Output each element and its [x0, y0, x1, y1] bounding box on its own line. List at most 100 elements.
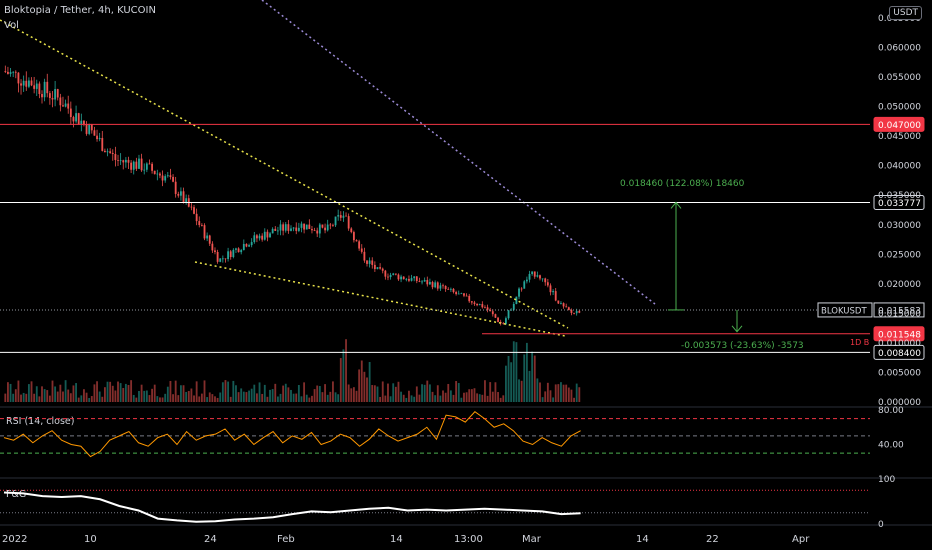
fg-tick-0: 100: [878, 475, 895, 485]
volume-bar: [208, 392, 211, 402]
volume-bar: [300, 396, 303, 402]
candle-body: [311, 228, 313, 231]
volume-bar: [54, 386, 57, 402]
currency-selector[interactable]: USDT: [889, 6, 922, 20]
volume-bar: [570, 389, 573, 402]
volume-bar: [507, 356, 510, 402]
candle-body: [30, 80, 33, 86]
candle-body: [274, 228, 277, 231]
volume-bar: [332, 381, 334, 402]
candle-body: [494, 314, 497, 318]
volume-bar: [22, 392, 25, 402]
volume-bar: [211, 394, 214, 402]
candle-body: [111, 152, 114, 155]
candle-body: [51, 97, 54, 100]
candle-body: [174, 181, 177, 194]
candle-body: [318, 224, 321, 234]
candle-body: [428, 282, 431, 285]
volume-bar: [554, 384, 557, 402]
candle-body: [185, 198, 188, 203]
volume-bar: [575, 383, 578, 402]
candle-body: [124, 159, 127, 163]
volume-bar: [457, 383, 460, 402]
volume-bar: [221, 382, 224, 402]
rsi-tick-1: 40.00: [878, 441, 904, 451]
candle-body: [447, 289, 450, 290]
candle-body: [240, 250, 243, 253]
volume-bar: [62, 391, 64, 402]
candle-body: [38, 83, 41, 95]
volume-bar: [502, 395, 505, 402]
candle-body: [546, 282, 549, 286]
time-tick-5: 13:00: [454, 534, 483, 545]
volume-bar: [232, 380, 235, 402]
time-tick-8: 22: [706, 534, 719, 545]
candle-body: [389, 274, 392, 278]
volume-bar: [106, 381, 109, 402]
volume-bar: [321, 392, 324, 402]
candle-body: [153, 170, 156, 175]
candle-body: [426, 280, 429, 285]
volume-bar: [565, 384, 568, 402]
volume-bar: [33, 393, 36, 402]
price-tick-12: 0.005000: [878, 368, 921, 378]
volume-bar: [77, 397, 80, 402]
volume-bar: [352, 387, 355, 402]
candle-body: [271, 228, 274, 234]
candle-body: [103, 150, 106, 153]
candle-body: [114, 154, 117, 161]
volume-bar: [449, 390, 452, 402]
candle-body: [206, 235, 209, 239]
volume-bar: [520, 380, 523, 402]
volume-bar: [394, 386, 397, 402]
volume-bar: [17, 380, 20, 402]
candle-body: [203, 225, 206, 239]
candle-body: [350, 228, 353, 233]
volume-bar: [373, 385, 376, 402]
volume-bar: [25, 393, 28, 402]
candle-body: [578, 310, 581, 313]
volume-bar: [229, 396, 232, 402]
time-tick-6: Mar: [522, 534, 542, 545]
volume-bar: [256, 393, 258, 402]
candle-body: [101, 137, 104, 151]
level-tag-4: [873, 344, 925, 360]
volume-bar: [12, 393, 15, 402]
candle-body: [573, 312, 575, 314]
volume-bar: [573, 397, 575, 402]
price-tick-10: 0.015000: [878, 309, 921, 319]
candle-body: [46, 81, 49, 94]
volume-bar: [426, 380, 429, 402]
volume-bar: [400, 391, 402, 402]
candle-body: [423, 280, 426, 282]
candle-body: [250, 242, 253, 246]
candle-body: [533, 271, 536, 277]
candle-body: [489, 309, 492, 312]
volume-bar: [334, 392, 337, 402]
candle-body: [135, 161, 138, 169]
candle-body: [214, 250, 216, 252]
volume-bar: [48, 395, 51, 402]
candle-body: [143, 169, 146, 171]
volume-bar: [358, 369, 361, 402]
volume-bar: [316, 385, 319, 402]
volume-bar: [465, 392, 468, 402]
volume-bar: [9, 383, 12, 402]
volume-bar: [562, 384, 565, 402]
volume-bar: [434, 395, 437, 402]
candle-body: [363, 251, 366, 261]
candle-body: [7, 71, 9, 74]
volume-bar: [463, 392, 465, 402]
candle-body: [525, 279, 528, 282]
candle-body: [227, 251, 230, 260]
volume-bar: [41, 386, 43, 402]
candle-body: [342, 215, 345, 218]
candle-body: [232, 249, 235, 258]
candle-body: [434, 282, 437, 288]
candle-body: [127, 159, 130, 163]
volume-bars: [4, 339, 581, 402]
volume-bar: [51, 380, 54, 402]
volume-bar: [159, 397, 161, 402]
